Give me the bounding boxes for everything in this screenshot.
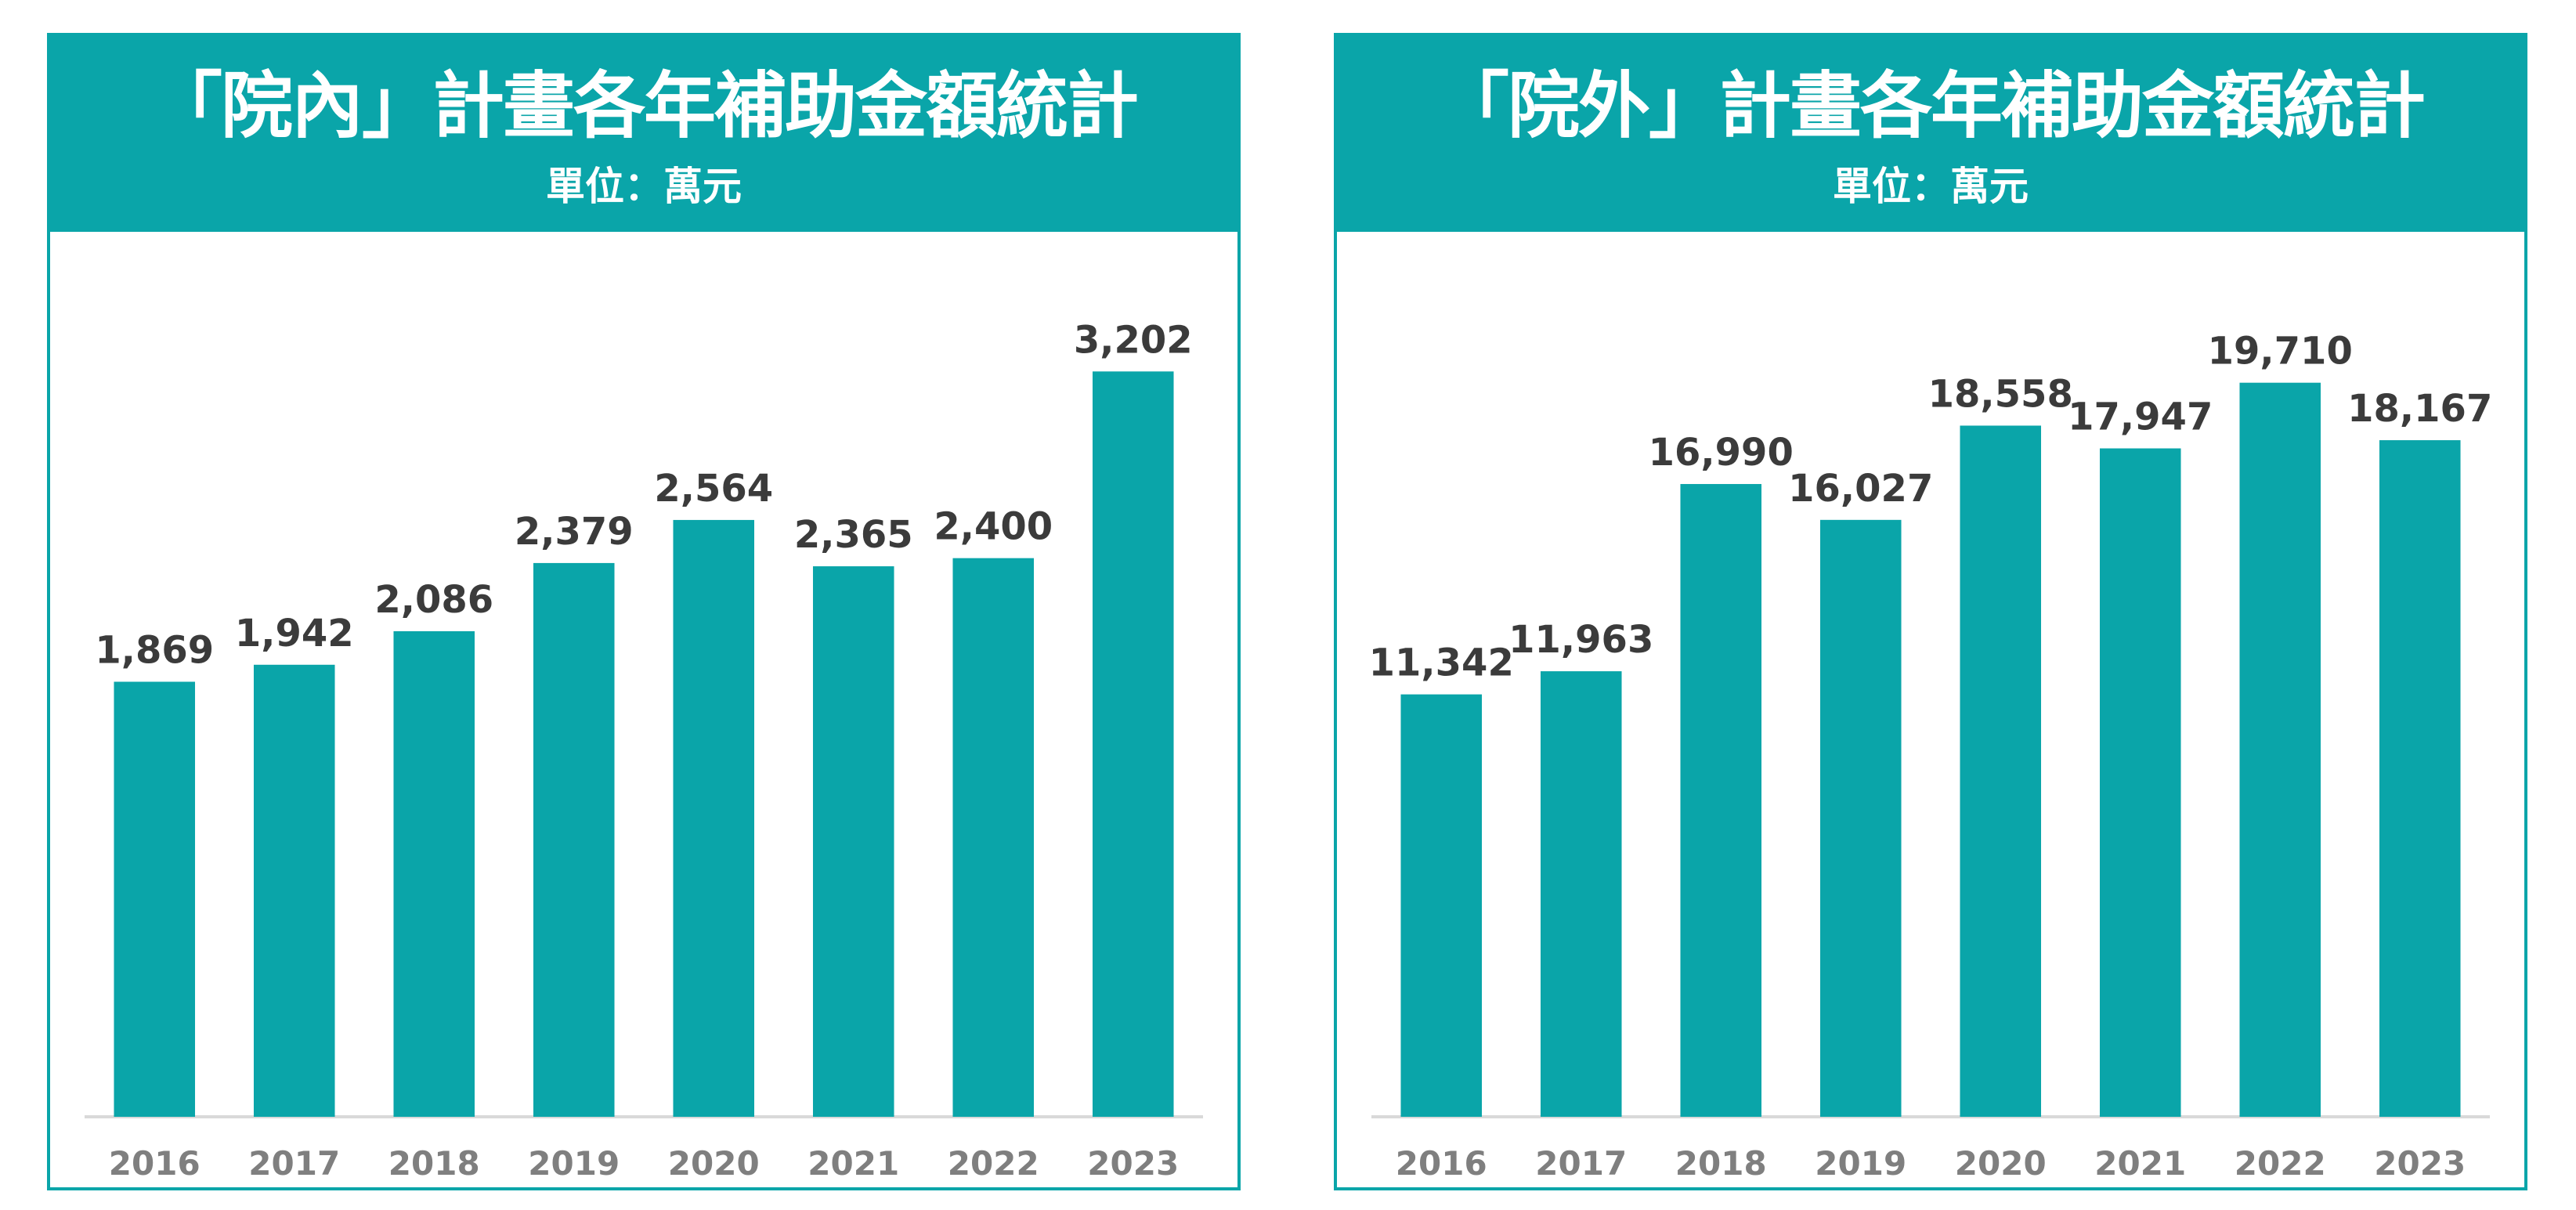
x-tick-label-2016: 2016	[1396, 1144, 1487, 1183]
x-tick-label-2022: 2022	[948, 1144, 1039, 1183]
bar-2023	[1092, 371, 1174, 1117]
chart-title: 「院外」計畫各年補助金額統計	[1436, 64, 2426, 148]
bar-chart-external: 11,342 2016 11,963 2017 16,990 2018 16,027 2019…	[1369, 330, 2493, 1183]
data-label-2017: 1,942	[235, 612, 354, 656]
x-tick-label-2022: 2022	[2235, 1144, 2326, 1183]
data-label-2016: 1,869	[95, 628, 214, 672]
bar-chart-internal: 1,869 2016 1,942 2017 2,086 2018 2,379 2019 2,56…	[85, 318, 1203, 1183]
bar-2023	[2379, 440, 2461, 1117]
data-label-2019: 16,027	[1788, 467, 1933, 511]
chart-title: 「院內」計畫各年補助金額統計	[150, 64, 1139, 148]
bar-2022	[2239, 382, 2321, 1117]
data-label-2020: 18,558	[1928, 372, 2073, 416]
data-label-2021: 17,947	[2068, 396, 2213, 439]
data-label-2019: 2,379	[515, 510, 634, 554]
bar-2022	[952, 558, 1035, 1117]
chart-subtitle: 單位：萬元	[546, 164, 742, 209]
x-tick-label-2018: 2018	[1675, 1144, 1767, 1183]
bar-2016	[114, 681, 196, 1117]
bar-2020	[1960, 425, 2042, 1117]
chart-panel-external: 「院外」計畫各年補助金額統計 單位：萬元 11,342 2016 11,963 201…	[1334, 33, 2527, 1190]
bar-2017	[1540, 671, 1622, 1117]
data-label-2018: 2,086	[374, 578, 493, 622]
bar-2020	[673, 519, 755, 1117]
x-tick-label-2017: 2017	[248, 1144, 340, 1183]
panel-header: 「院內」計畫各年補助金額統計 單位：萬元	[50, 36, 1237, 232]
data-label-2016: 11,342	[1369, 641, 1514, 685]
bar-2019	[533, 562, 615, 1117]
bar-2016	[1400, 694, 1483, 1117]
x-tick-label-2023: 2023	[2374, 1144, 2466, 1183]
chart-subtitle: 單位：萬元	[1833, 164, 2029, 209]
bar-2018	[393, 630, 475, 1117]
x-tick-label-2017: 2017	[1535, 1144, 1627, 1183]
x-tick-label-2020: 2020	[1955, 1144, 2047, 1183]
x-tick-label-2018: 2018	[388, 1144, 480, 1183]
data-label-2022: 19,710	[2208, 330, 2353, 374]
x-tick-label-2016: 2016	[109, 1144, 201, 1183]
bar-2021	[812, 566, 894, 1117]
bar-2021	[2099, 448, 2181, 1117]
x-tick-label-2023: 2023	[1087, 1144, 1179, 1183]
data-label-2021: 2,365	[794, 513, 913, 557]
panel-header: 「院外」計畫各年補助金額統計 單位：萬元	[1337, 36, 2524, 232]
bar-2017	[253, 664, 335, 1117]
data-label-2017: 11,963	[1508, 618, 1653, 662]
chart-panel-internal: 「院內」計畫各年補助金額統計 單位：萬元 1,869 2016 1,942 2017 2…	[47, 33, 1241, 1190]
data-label-2023: 3,202	[1074, 318, 1193, 362]
x-tick-label-2019: 2019	[528, 1144, 620, 1183]
bar-2019	[1819, 519, 1902, 1117]
x-tick-label-2020: 2020	[668, 1144, 760, 1183]
data-label-2023: 18,167	[2347, 387, 2492, 431]
x-tick-label-2021: 2021	[2094, 1144, 2186, 1183]
data-label-2022: 2,400	[934, 505, 1053, 549]
x-tick-label-2019: 2019	[1815, 1144, 1906, 1183]
data-label-2020: 2,564	[654, 467, 773, 511]
bar-2018	[1680, 484, 1762, 1117]
data-label-2018: 16,990	[1649, 431, 1794, 475]
x-tick-label-2021: 2021	[807, 1144, 899, 1183]
